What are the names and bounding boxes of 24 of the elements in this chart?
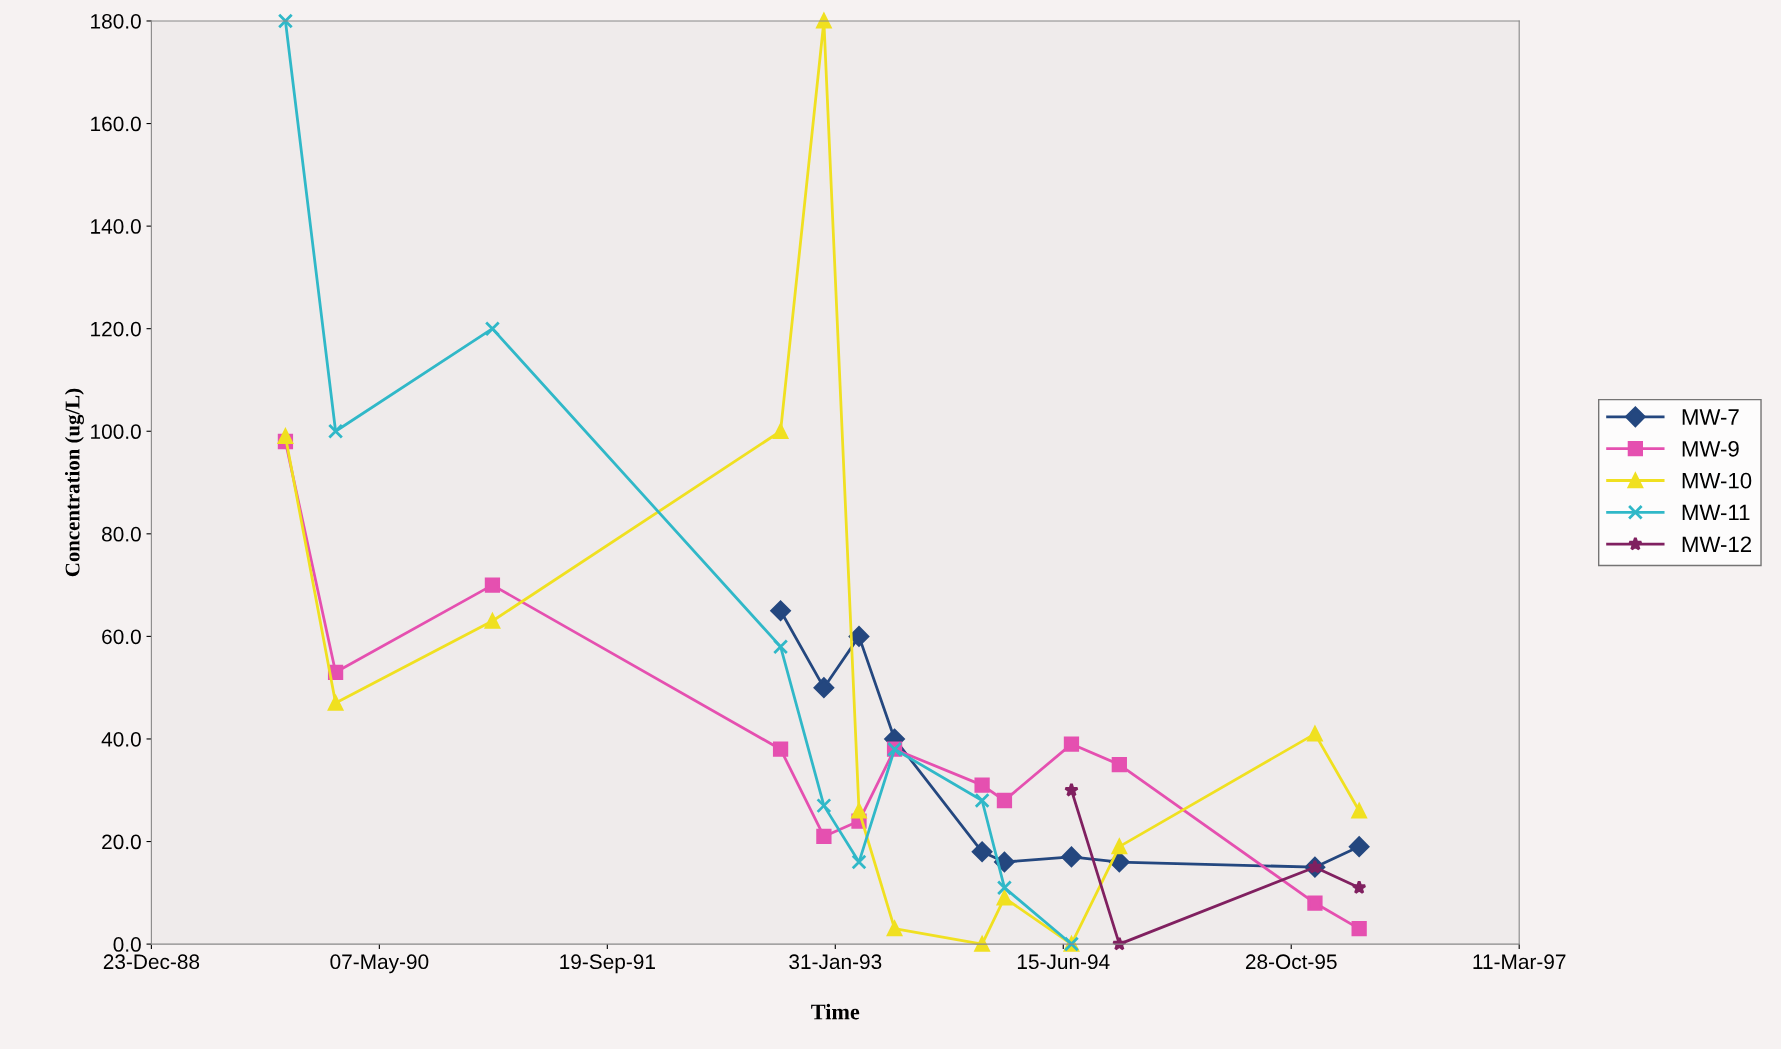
y-tick-label: 40.0 — [101, 731, 141, 747]
y-tick-label: 140.0 — [91, 219, 141, 234]
legend-label: MW-12 — [1682, 536, 1752, 552]
y-tick-label: 20.0 — [102, 834, 141, 850]
x-tick-label: 19-Sep-91 — [560, 954, 655, 974]
legend-label: MW-7 — [1682, 409, 1739, 425]
y-tick-label: 100.0 — [91, 424, 141, 440]
y-tick-label: 0.0 — [113, 937, 141, 952]
x-tick-label: 11-Mar-97 — [1473, 954, 1566, 970]
legend-label: MW-11 — [1682, 504, 1750, 521]
x-tick-label: 23-Dec-88 — [103, 954, 200, 970]
legend-label: MW-9 — [1682, 440, 1739, 457]
legend-label: MW-10 — [1682, 472, 1752, 489]
x-tick-label: 31-Jan-93 — [789, 954, 882, 970]
x-tick-label: 07-May-90 — [330, 954, 429, 974]
y-tick-label: 160.0 — [91, 116, 141, 132]
x-tick-label: 28-Oct-95 — [1245, 954, 1337, 970]
y-tick-label: 180.0 — [91, 13, 141, 29]
x-tick-label: 15-Jun-94 — [1017, 954, 1110, 970]
y-tick-label: 60.0 — [102, 629, 141, 645]
x-axis-title: Time — [811, 1003, 860, 1020]
y-axis-title: Concentration (ug/L) — [64, 388, 84, 577]
y-tick-label: 80.0 — [102, 526, 141, 542]
y-tick-label: 120.0 — [91, 321, 141, 337]
